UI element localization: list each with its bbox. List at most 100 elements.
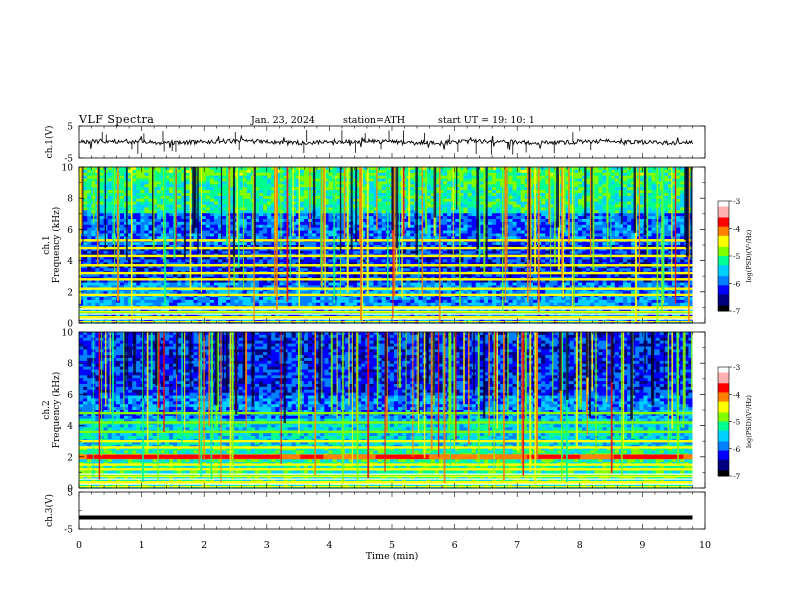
spectrogram-cell <box>99 195 105 200</box>
spectrogram-cell <box>168 204 174 209</box>
spectrogram-cell <box>271 195 276 200</box>
spectrogram-cell <box>132 181 137 185</box>
spectrogram-cell <box>492 184 497 188</box>
spectrogram-cell <box>164 175 170 180</box>
spectrogram-cell <box>316 167 321 171</box>
spectrogram-cell <box>87 198 92 203</box>
spectrogram-cell <box>447 193 452 197</box>
spectrogram-cell <box>340 187 346 191</box>
spectrogram-cell <box>373 187 379 191</box>
spectrogram-cell <box>254 190 260 194</box>
spectrogram-cell <box>209 201 215 206</box>
spectrogram-cell <box>164 207 170 211</box>
spectrogram-cell <box>201 172 207 177</box>
spectrogram-cell <box>663 172 669 177</box>
spectrogram-cell <box>410 169 415 174</box>
spectrogram-cell <box>381 198 387 203</box>
spectrogram-cell <box>610 172 616 177</box>
spectrogram-cell <box>250 204 256 209</box>
spectrogram-cell <box>577 201 583 206</box>
spectrogram-cell <box>377 198 383 203</box>
spectrogram-cell <box>422 175 428 180</box>
spectrogram-cell <box>479 181 485 185</box>
spectrogram-cell <box>598 169 604 174</box>
spectrogram-cell <box>512 172 518 177</box>
spectrogram-cell <box>430 193 436 197</box>
spectrogram-cell <box>610 181 616 185</box>
spectrogram-cell <box>140 169 146 174</box>
spectrogram-cell <box>267 184 272 188</box>
spectrogram-cell <box>553 190 559 194</box>
spectrogram-cell <box>336 184 342 188</box>
spectrogram-cell <box>520 193 526 197</box>
spectrogram-cell <box>594 187 600 191</box>
spectrogram-cell <box>447 190 452 194</box>
spectrogram-cell <box>496 198 501 203</box>
spectrogram-cell <box>213 172 219 177</box>
spectrogram-cell <box>209 187 215 191</box>
y-axis-label: ch.1(V) <box>44 126 55 159</box>
spectrogram-cell <box>258 172 264 177</box>
spectrogram-cell <box>254 201 260 206</box>
spectrogram-cell <box>492 181 497 185</box>
spectrogram-cell <box>168 201 174 206</box>
spectrogram-cell <box>267 167 272 171</box>
spectrogram-cell <box>295 193 301 197</box>
spectrogram-cell <box>508 167 514 171</box>
spectrogram-cell <box>622 195 628 200</box>
spectrogram-cell <box>271 187 276 191</box>
spectrogram-cell <box>83 184 88 188</box>
spectrogram-cell <box>83 195 88 200</box>
spectrogram-cell <box>132 187 137 191</box>
spectrogram-cell <box>295 195 301 200</box>
spectrogram-cell <box>267 195 272 200</box>
spectrogram-cell <box>594 184 600 188</box>
spectrogram-cell <box>242 190 248 194</box>
spectrogram-cell <box>328 175 334 180</box>
spectrogram-cell <box>119 201 125 206</box>
spectrogram-cell <box>586 198 591 203</box>
spectrogram-cell <box>549 184 555 188</box>
spectrogram-cell <box>177 181 182 185</box>
spectrogram-cell <box>627 184 632 188</box>
spectrogram-cell <box>336 167 342 171</box>
spectrogram-cell <box>177 172 182 177</box>
spectrogram-cell <box>230 198 236 203</box>
spectrogram-cell <box>541 184 546 188</box>
spectrogram-cell <box>205 201 211 206</box>
spectrogram-cell <box>508 181 514 185</box>
spectrogram-cell <box>631 187 636 191</box>
spectrogram-cell <box>651 178 657 183</box>
spectrogram-cell <box>631 201 636 206</box>
spectrogram-cell <box>549 190 555 194</box>
spectrogram-cell <box>83 207 88 211</box>
spectrogram-cell <box>508 195 514 200</box>
spectrogram-cell <box>602 201 608 206</box>
spectrogram-cell <box>447 175 452 180</box>
spectrogram-cell <box>492 204 497 209</box>
spectrogram-cell <box>606 175 612 180</box>
spectrogram-cell <box>164 201 170 206</box>
spectrogram-cell <box>316 184 321 188</box>
spectrogram-cell <box>610 184 616 188</box>
spectrogram-cell <box>459 204 465 209</box>
spectrogram-cell <box>144 198 150 203</box>
spectrogram-cell <box>426 187 432 191</box>
spectrogram-cell <box>177 184 182 188</box>
spectrogram-cell <box>463 175 469 180</box>
spectrogram-cell <box>610 193 616 197</box>
spectrogram-cell <box>577 172 583 177</box>
spectrogram-cell <box>492 201 497 206</box>
spectrogram-cell <box>647 190 653 194</box>
spectrogram-cell <box>434 187 440 191</box>
spectrogram-cell <box>631 175 636 180</box>
spectrogram-cell <box>144 201 150 206</box>
spectrogram-cell <box>83 187 88 191</box>
spectrogram-cell <box>87 207 92 211</box>
ch1-waveform-trace <box>78 135 693 150</box>
spectrogram-cell <box>250 178 256 183</box>
spectrogram-cell <box>303 190 309 194</box>
spectrogram-cell <box>422 204 428 209</box>
spectrogram-cell <box>680 204 685 209</box>
spectrogram-cell <box>516 175 522 180</box>
